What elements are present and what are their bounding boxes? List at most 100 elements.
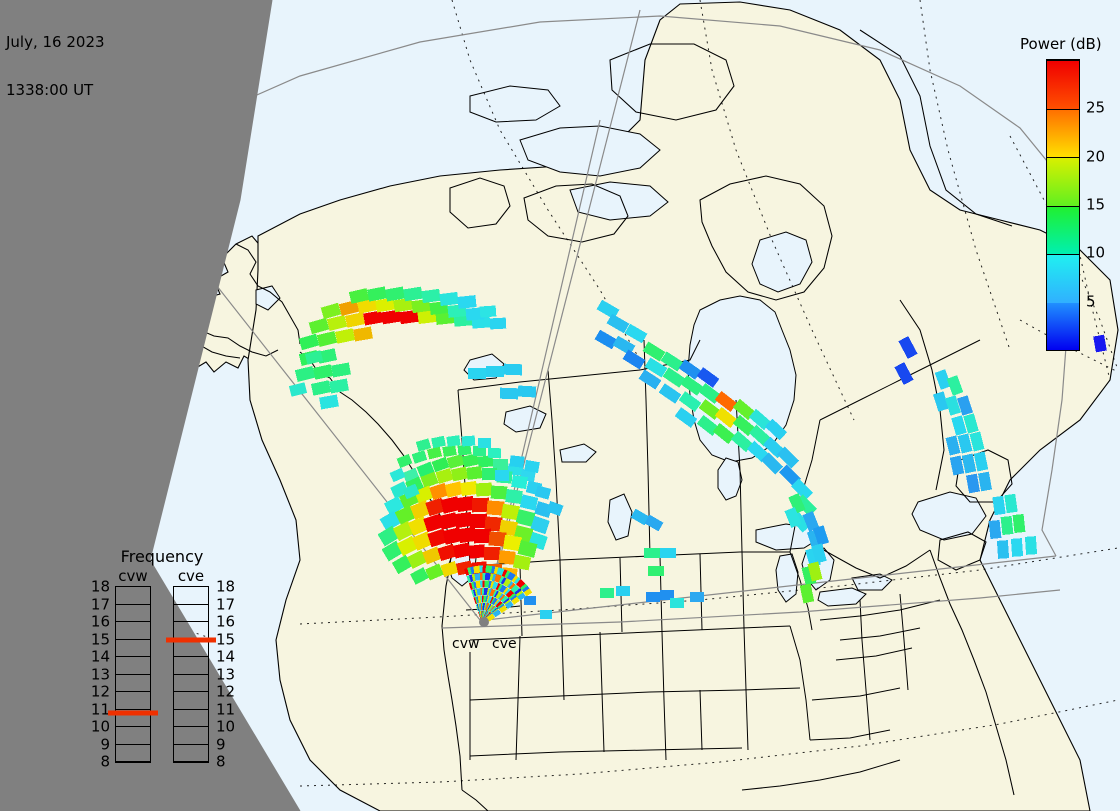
frequency-tick-cvw-9: 9 — [100, 735, 110, 753]
frequency-tick-cvw-13: 13 — [90, 665, 110, 683]
backscatter-cell — [411, 531, 434, 551]
frequency-scale-cell — [174, 675, 208, 692]
frequency-scale-cell — [116, 745, 150, 762]
backscatter-cell — [1093, 334, 1107, 353]
backscatter-cell — [517, 385, 537, 398]
backscatter-cell — [486, 500, 505, 516]
baffin-island-outline — [699, 175, 833, 301]
fov-horiz-cut — [441, 589, 1061, 629]
power-colorbar-title: Power (dB) — [1020, 35, 1102, 53]
power-tick-25: 25 — [1086, 98, 1106, 117]
backscatter-cell — [495, 470, 509, 481]
power-colorbar-segment-2 — [1047, 205, 1079, 254]
backscatter-cell — [616, 586, 630, 596]
frequency-tick-cvw-12: 12 — [90, 682, 110, 701]
fov-edge-right — [485, 555, 1057, 621]
backscatter-cell — [519, 494, 539, 511]
backscatter-cell — [760, 452, 784, 475]
backscatter-cell — [438, 512, 459, 530]
backscatter-cell — [415, 438, 432, 452]
frequency-scale-cell — [116, 622, 150, 640]
backscatter-cell — [363, 310, 383, 326]
fov-arc-outer — [123, 15, 1057, 173]
backscatter-cell — [422, 546, 442, 565]
backscatter-cell — [961, 453, 977, 474]
arctic-channel-1 — [519, 125, 661, 177]
frequency-tick-cvw-17: 17 — [90, 595, 110, 613]
power-colorbar-gradient — [1046, 59, 1080, 351]
backscatter-cell — [375, 297, 395, 313]
backscatter-cell — [485, 365, 505, 378]
frequency-marker-cve — [166, 637, 216, 642]
backscatter-cell — [329, 378, 349, 394]
backscatter-cell — [457, 295, 477, 309]
power-colorbar-segment-4 — [1047, 108, 1079, 157]
near-range-clutter-fan — [464, 565, 533, 622]
backscatter-cell — [425, 497, 446, 517]
near-range-cell — [517, 592, 527, 601]
backscatter-cell — [456, 495, 475, 513]
frequency-tick-cvw-10: 10 — [90, 717, 110, 736]
backscatter-cell — [812, 525, 830, 546]
backscatter-cell — [440, 560, 459, 578]
grid-lon-2 — [699, 0, 855, 421]
backscatter-cell — [334, 328, 356, 344]
frequency-tick-cve-12: 12 — [216, 682, 236, 701]
backscatter-cell — [732, 414, 756, 437]
backscatter-cell — [466, 466, 483, 480]
night-shadow-overlay — [0, 0, 300, 811]
backscatter-cell — [606, 313, 630, 334]
backscatter-cell — [406, 550, 428, 569]
backscatter-cell — [493, 459, 508, 470]
backscatter-cell — [446, 435, 461, 447]
backscatter-cell — [503, 534, 522, 552]
backscatter-cell — [367, 286, 387, 302]
backscatter-cell — [385, 286, 405, 302]
backscatter-cell — [534, 501, 553, 518]
backscatter-cell — [811, 543, 827, 564]
backscatter-cell — [477, 455, 494, 468]
backscatter-cell — [407, 516, 430, 536]
power-colorbar-segment-5 — [1047, 60, 1079, 109]
frequency-tick-cvw-15: 15 — [90, 630, 110, 648]
backscatter-cell — [396, 535, 419, 557]
backscatter-cell — [481, 467, 498, 481]
backscatter-cell — [678, 391, 702, 412]
frequency-tick-cve-16: 16 — [216, 612, 236, 631]
great-slave-lake — [503, 405, 547, 433]
backscatter-cell — [403, 286, 423, 302]
frequency-scale-cell — [174, 727, 208, 745]
night-shadow-edge — [149, 0, 301, 811]
backscatter-cell — [642, 341, 666, 362]
frequency-tick-cve-14: 14 — [216, 647, 236, 666]
frequency-scale-cell — [116, 692, 150, 710]
backscatter-cell — [501, 503, 520, 521]
backscatter-cell — [319, 394, 339, 410]
near-range-cell — [518, 581, 527, 590]
frequency-scale-cell — [174, 605, 208, 622]
backscatter-cell — [461, 435, 476, 447]
backscatter-cell — [969, 431, 985, 452]
backscatter-cell — [951, 415, 967, 436]
backscatter-cell — [596, 299, 620, 320]
backscatter-cell — [746, 440, 770, 463]
power-tick-20: 20 — [1086, 147, 1106, 166]
backscatter-cell — [996, 540, 1010, 559]
frequency-tick-cve-17: 17 — [216, 595, 236, 613]
frequency-tick-cve-8: 8 — [216, 752, 226, 771]
backscatter-cell — [469, 513, 488, 529]
frequency-column-cve: cve 18 17 16 15 14 13 12 11 10 9 8 — [166, 568, 235, 769]
backscatter-cell — [973, 451, 989, 472]
backscatter-cell — [462, 453, 479, 468]
backscatter-cell — [534, 485, 552, 500]
frequency-scale-cell — [116, 727, 150, 745]
backscatter-cell — [479, 305, 497, 318]
near-range-cell — [492, 609, 502, 618]
frequency-tick-cvw-18: 18 — [90, 577, 110, 596]
victoria-island-outline — [523, 183, 629, 243]
near-range-cell — [509, 582, 518, 592]
landmasses — [187, 1, 1119, 811]
radar-site-label-cve: cve — [492, 636, 517, 652]
backscatter-cell — [658, 383, 682, 404]
